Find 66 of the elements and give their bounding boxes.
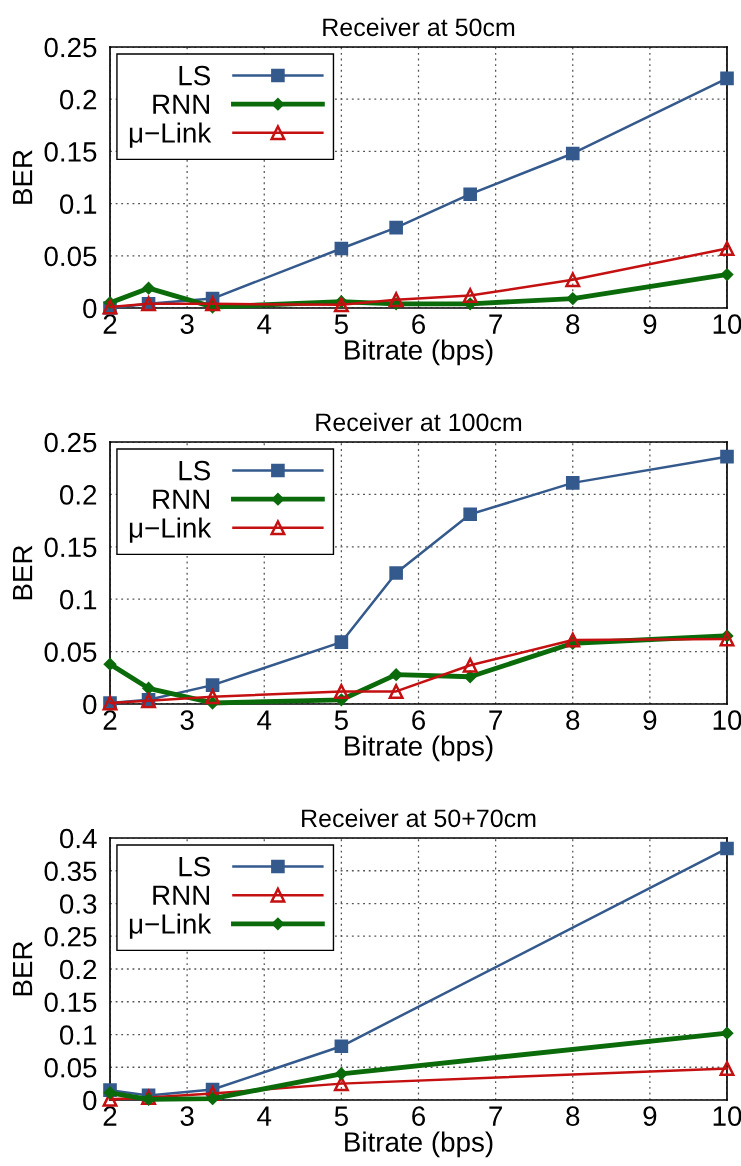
chart-title: Receiver at 100cm xyxy=(316,412,522,432)
y-tick-label: 0 xyxy=(83,1090,97,1111)
y-tick-label: 0.25 xyxy=(44,37,97,58)
y-axis-title: BER xyxy=(13,941,33,996)
x-tick-label: 6 xyxy=(412,1106,425,1126)
chart-title: Receiver at 50cm xyxy=(323,17,515,37)
x-tick-label: 9 xyxy=(643,314,657,334)
y-tick-label: 0.3 xyxy=(59,894,97,914)
x-tick-label: 7 xyxy=(489,1106,502,1126)
y-tick-label: 0.05 xyxy=(44,246,97,267)
legend-label: RNN xyxy=(153,885,209,905)
y-tick-label: 0.25 xyxy=(44,926,97,947)
y-tick-label: 0 xyxy=(83,298,97,319)
legend-label: RNN xyxy=(153,94,209,114)
y-tick-label: 0.15 xyxy=(44,537,97,558)
x-tick-label: 3 xyxy=(180,710,194,730)
y-axis-title: BER xyxy=(13,150,33,204)
x-tick-label: 10 xyxy=(713,710,741,730)
x-tick-label: 4 xyxy=(257,314,272,334)
x-axis-title: Bitrate (bps) xyxy=(345,339,493,366)
x-tick-label: 2 xyxy=(103,314,117,334)
x-tick-label: 8 xyxy=(566,314,580,334)
x-axis-title: Bitrate (bps) xyxy=(345,735,493,762)
y-tick-label: 0.25 xyxy=(44,432,97,453)
y-tick-label: 0.15 xyxy=(44,142,97,162)
x-tick-label: 6 xyxy=(412,314,425,334)
x-tick-label: 7 xyxy=(489,710,502,730)
y-axis-title: BER xyxy=(13,545,33,600)
x-tick-label: 3 xyxy=(180,1106,194,1126)
legend-label: LS xyxy=(179,460,210,481)
x-tick-label: 2 xyxy=(103,710,117,730)
y-tick-label: 0.1 xyxy=(59,1025,97,1045)
legend-label: LS xyxy=(179,856,210,877)
x-tick-label: 3 xyxy=(180,314,194,334)
x-tick-label: 10 xyxy=(713,314,741,334)
legend-label: LS xyxy=(179,65,210,86)
x-tick-label: 4 xyxy=(257,710,272,730)
x-tick-label: 2 xyxy=(103,1106,117,1126)
x-tick-label: 9 xyxy=(643,1106,657,1126)
x-tick-label: 5 xyxy=(334,314,348,334)
y-tick-label: 0.1 xyxy=(59,589,97,610)
y-tick-label: 0 xyxy=(83,694,97,715)
x-tick-label: 5 xyxy=(334,1106,348,1126)
x-tick-label: 10 xyxy=(713,1106,741,1126)
x-tick-label: 9 xyxy=(643,710,657,730)
y-tick-label: 0.15 xyxy=(44,992,97,1013)
x-tick-label: 7 xyxy=(489,314,502,334)
y-tick-label: 0.2 xyxy=(59,485,97,505)
legend-label: μ−Link xyxy=(129,517,212,543)
legend-label: μ−Link xyxy=(129,913,212,939)
x-tick-label: 6 xyxy=(412,710,425,730)
x-axis-title: Bitrate (bps) xyxy=(345,1131,493,1158)
y-tick-label: 0.05 xyxy=(44,1057,97,1078)
y-tick-label: 0.1 xyxy=(59,194,97,214)
x-tick-label: 5 xyxy=(334,710,348,730)
legend-label: μ−Link xyxy=(129,122,212,148)
legend-label: RNN xyxy=(153,489,209,509)
chart-title: Receiver at 50+70cm xyxy=(302,808,536,828)
x-tick-label: 8 xyxy=(566,1106,580,1126)
y-tick-label: 0.35 xyxy=(44,861,97,882)
x-tick-label: 8 xyxy=(566,710,580,730)
y-tick-label: 0.2 xyxy=(59,959,97,980)
x-tick-label: 4 xyxy=(257,1106,272,1126)
y-tick-label: 0.2 xyxy=(59,89,97,110)
y-tick-label: 0.4 xyxy=(59,828,97,849)
y-tick-label: 0.05 xyxy=(44,642,97,662)
